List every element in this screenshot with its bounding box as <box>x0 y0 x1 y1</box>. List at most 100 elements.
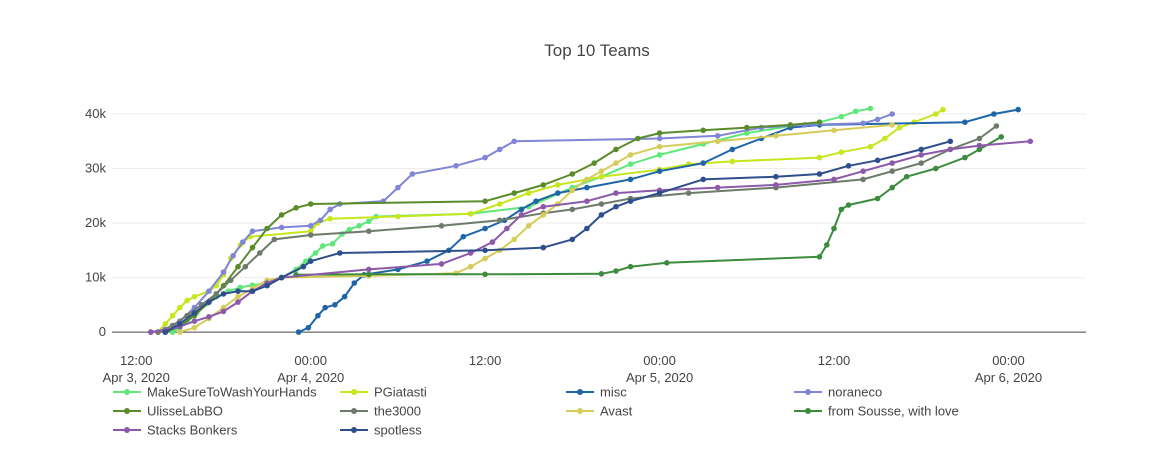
legend-label-4: UlisseLabBO <box>147 404 223 419</box>
data-point-9-6 <box>249 288 256 295</box>
data-point-4-7 <box>264 225 270 232</box>
legend-swatch-marker-6 <box>577 408 583 414</box>
data-point-4-10 <box>307 201 314 207</box>
data-point-0-19 <box>366 218 372 225</box>
data-point-5-8 <box>271 236 278 243</box>
data-point-4-16 <box>613 146 619 153</box>
data-point-5-14 <box>569 206 576 213</box>
data-point-3-21 <box>656 135 663 142</box>
data-point-5-6 <box>242 263 249 270</box>
data-point-8-3 <box>191 318 198 325</box>
legend-swatch-marker-3 <box>805 389 811 395</box>
data-point-7-11 <box>845 202 852 208</box>
y-tick-label-4: 40k <box>85 106 106 121</box>
data-point-7-18 <box>998 134 1004 140</box>
data-point-1-20 <box>598 173 605 180</box>
data-point-2-26 <box>991 111 997 117</box>
data-point-8-18 <box>613 190 619 196</box>
data-point-9-0 <box>162 329 169 335</box>
data-point-3-5 <box>220 269 227 275</box>
data-point-4-21 <box>787 122 794 128</box>
data-point-5-11 <box>438 223 445 229</box>
data-point-1-1 <box>162 321 169 327</box>
data-point-8-17 <box>584 198 590 204</box>
data-point-9-4 <box>220 291 227 297</box>
data-point-2-20 <box>700 160 706 166</box>
data-point-3-18 <box>482 154 488 161</box>
series-4 <box>162 119 823 335</box>
legend-swatch-marker-2 <box>577 389 583 395</box>
legend-item-5[interactable]: the3000 <box>340 404 421 419</box>
data-point-4-11 <box>482 198 488 204</box>
data-point-5-20 <box>889 168 895 174</box>
data-point-2-0 <box>295 329 302 335</box>
data-point-6-25 <box>831 127 837 134</box>
data-point-9-25 <box>918 146 924 153</box>
series-9 <box>162 138 954 335</box>
legend-label-1: PGiatasti <box>374 385 427 400</box>
data-point-1-25 <box>838 149 845 155</box>
legend[interactable]: MakeSureToWashYourHands PGiatasti misc nora… <box>113 385 959 438</box>
data-point-7-3 <box>598 271 605 277</box>
legend-item-2[interactable]: misc <box>566 385 627 400</box>
data-point-9-12 <box>482 247 488 254</box>
legend-item-4[interactable]: UlisseLabBO <box>113 404 223 419</box>
data-point-5-9 <box>307 232 314 238</box>
data-point-9-14 <box>569 236 576 243</box>
data-point-6-17 <box>569 187 576 194</box>
legend-item-6[interactable]: Avast <box>566 404 633 419</box>
data-point-0-18 <box>356 223 362 229</box>
legend-item-1[interactable]: PGiatasti <box>340 385 427 400</box>
data-point-3-12 <box>327 206 333 213</box>
data-point-9-11 <box>337 250 343 256</box>
data-point-1-30 <box>933 111 939 117</box>
x-tick-label-3: 00:00 <box>643 353 676 368</box>
data-point-9-8 <box>278 274 285 281</box>
legend-item-0[interactable]: MakeSureToWashYourHands <box>113 385 317 400</box>
data-point-7-9 <box>831 225 837 232</box>
legend-label-5: the3000 <box>374 404 421 419</box>
data-point-5-15 <box>598 201 605 207</box>
legend-item-3[interactable]: noraneco <box>794 385 882 400</box>
series-line-2 <box>298 108 1019 334</box>
data-point-4-14 <box>569 171 576 177</box>
data-point-1-14 <box>327 215 333 222</box>
data-point-8-16 <box>540 203 547 210</box>
data-point-0-14 <box>320 243 326 249</box>
data-point-9-1 <box>177 321 183 327</box>
legend-item-7[interactable]: from Sousse, with love <box>794 404 959 419</box>
data-point-2-14 <box>518 206 525 213</box>
data-point-2-1 <box>305 324 312 331</box>
data-point-8-27 <box>976 142 983 149</box>
data-point-2-16 <box>555 190 561 196</box>
data-point-1-23 <box>729 158 736 165</box>
data-point-8-14 <box>504 225 510 232</box>
x-tick-sublabel-0: Apr 3, 2020 <box>103 370 170 385</box>
data-point-9-13 <box>540 244 547 251</box>
data-point-2-4 <box>332 302 338 308</box>
series-8 <box>148 138 1034 335</box>
data-point-9-5 <box>235 288 241 295</box>
y-tick-label-1: 10k <box>85 270 106 285</box>
legend-item-8[interactable]: Stacks Bonkers <box>113 423 238 438</box>
series-6 <box>177 122 895 335</box>
series-2 <box>295 106 1021 335</box>
data-point-4-5 <box>235 263 241 270</box>
x-tick-label-4: 12:00 <box>818 353 851 368</box>
legend-label-6: Avast <box>600 404 633 419</box>
data-point-8-26 <box>947 146 954 153</box>
data-point-2-11 <box>460 233 467 240</box>
data-point-0-13 <box>312 250 319 256</box>
data-point-3-25 <box>860 120 866 127</box>
series-7 <box>293 134 1004 278</box>
data-point-8-6 <box>235 299 241 305</box>
legend-swatch-marker-0 <box>124 389 130 395</box>
y-axis: 0 10k 20k 30k 40k <box>85 106 106 339</box>
y-tick-label-2: 20k <box>85 215 106 230</box>
legend-item-9[interactable]: spotless <box>340 423 422 438</box>
data-point-8-22 <box>831 176 837 183</box>
legend-swatch-marker-4 <box>124 408 130 414</box>
legend-swatch-marker-9 <box>351 427 357 433</box>
data-point-9-26 <box>947 138 954 145</box>
